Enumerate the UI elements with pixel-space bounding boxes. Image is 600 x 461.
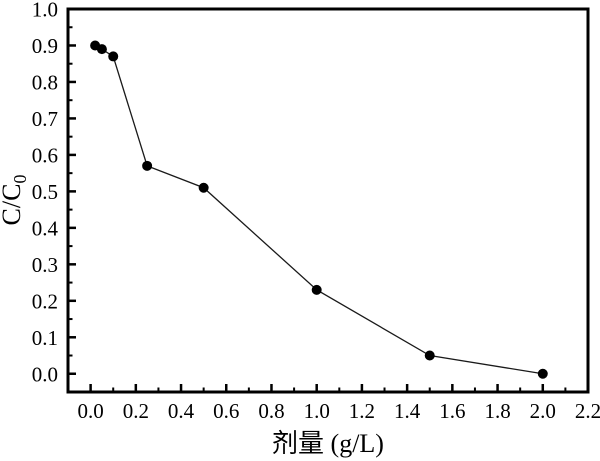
- data-point: [537, 368, 548, 379]
- y-tick-label: 0.6: [32, 143, 58, 167]
- y-tick-label: 0.7: [32, 107, 58, 131]
- y-tick-label: 0.4: [32, 216, 59, 240]
- y-tick-label: 0.3: [32, 253, 58, 277]
- y-tick-label: 0.1: [32, 326, 58, 350]
- data-point: [108, 51, 119, 62]
- x-tick-label: 0.8: [258, 399, 284, 423]
- x-tick-label: 2.2: [575, 399, 600, 423]
- y-axis-title: C/C0: [0, 175, 30, 226]
- x-tick-label: 1.4: [394, 399, 421, 423]
- x-tick-label: 0.4: [168, 399, 195, 423]
- plot-frame: [66, 7, 590, 394]
- y-tick-label: 0.2: [32, 289, 58, 313]
- data-point: [424, 350, 435, 361]
- x-axis-title: 剂量 (g/L): [272, 429, 384, 458]
- y-axis-title-main: C/C: [0, 184, 26, 226]
- data-point: [96, 44, 107, 55]
- x-tick-label: 0.2: [123, 399, 149, 423]
- x-tick-label: 0.6: [213, 399, 239, 423]
- x-tick-label: 0.0: [77, 399, 103, 423]
- y-tick-label: 0.5: [32, 180, 58, 204]
- data-point: [198, 182, 209, 193]
- x-tick-label: 1.2: [349, 399, 375, 423]
- y-tick-label: 1.0: [32, 0, 58, 22]
- plot-generated-content: 0.0 0.2 0.4 0.6 0.8 1.0 1.2 1.4 1.6 1.8 2.0 2.2 0.0 0…: [32, 0, 600, 423]
- series-line: [94, 44, 543, 375]
- data-point: [311, 284, 322, 295]
- x-tick-label: 1.8: [484, 399, 510, 423]
- y-axis-title-subscript: 0: [10, 175, 30, 184]
- x-tick-label: 1.6: [439, 399, 465, 423]
- y-tick-label: 0.9: [32, 34, 58, 58]
- y-tick-label: 0.0: [32, 362, 58, 386]
- x-tick-label: 1.0: [304, 399, 330, 423]
- data-point: [142, 160, 153, 171]
- x-tick-label: 2.0: [530, 399, 556, 423]
- y-tick-label: 0.8: [32, 70, 58, 94]
